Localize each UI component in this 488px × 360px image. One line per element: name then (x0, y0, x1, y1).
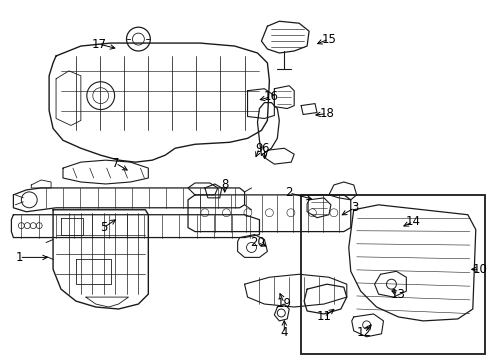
Text: 11: 11 (316, 310, 331, 323)
Text: 2: 2 (285, 186, 292, 199)
Text: 14: 14 (405, 215, 420, 228)
Text: 5: 5 (100, 221, 107, 234)
Text: 15: 15 (321, 33, 336, 46)
Text: 8: 8 (221, 179, 228, 192)
Text: 16: 16 (264, 90, 278, 103)
Text: 6: 6 (260, 142, 267, 155)
Text: 12: 12 (356, 326, 371, 339)
Text: 9: 9 (255, 142, 263, 155)
Text: 1: 1 (16, 251, 23, 264)
Text: 20: 20 (249, 236, 264, 249)
Text: 17: 17 (91, 37, 106, 50)
Text: 4: 4 (280, 326, 287, 339)
Text: 13: 13 (390, 288, 405, 301)
Text: 10: 10 (471, 263, 486, 276)
Text: 19: 19 (276, 297, 291, 310)
Text: 7: 7 (112, 157, 119, 170)
Bar (301, 195, 484, 354)
Text: 18: 18 (319, 107, 334, 120)
Text: 3: 3 (350, 201, 358, 214)
